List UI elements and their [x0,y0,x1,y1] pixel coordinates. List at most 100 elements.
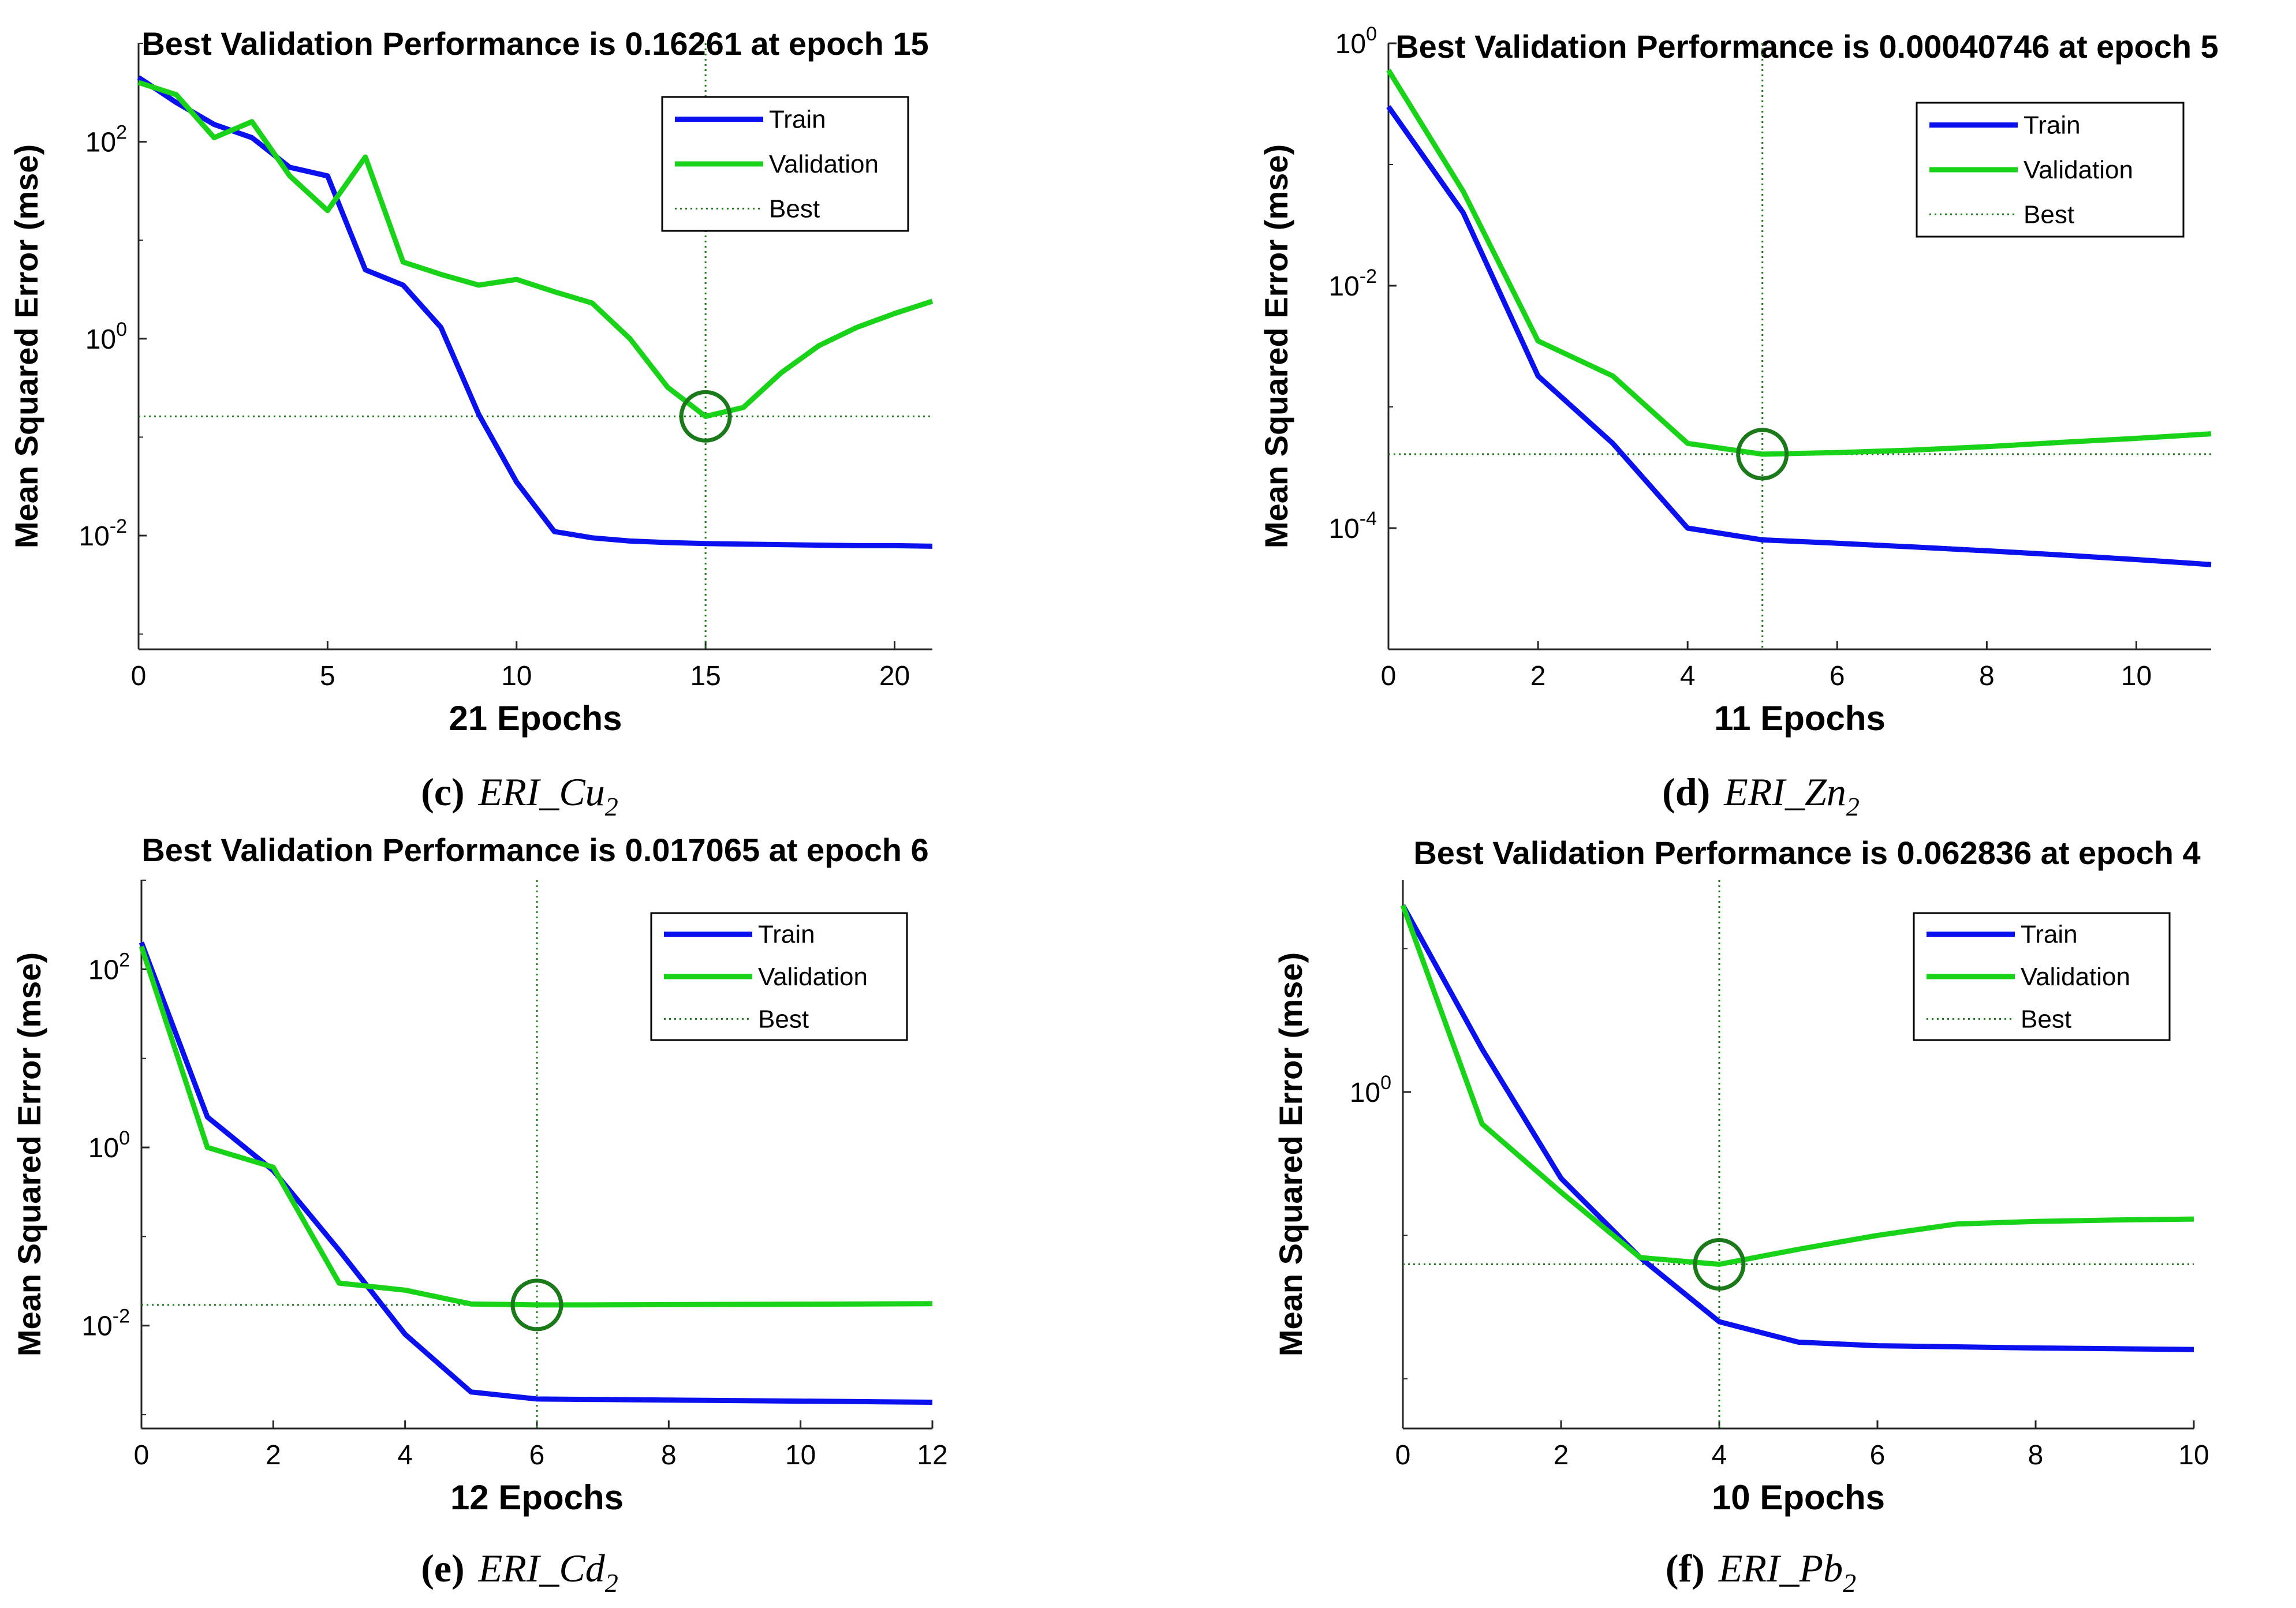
legend-entry: Train [2021,921,2078,949]
best-point-marker [1736,428,1789,481]
caption-letter: (c) [421,770,464,814]
x-tick-label: 10 [2178,1440,2209,1471]
y-tick-exponent: -4 [1360,508,1377,530]
train-series-line [1401,904,2194,1352]
y-tick-exponent: 0 [116,319,127,341]
x-tick-label: 10 [785,1440,816,1471]
legend-entry: Validation [2021,963,2130,991]
validation-series-line [139,945,933,1308]
y-tick-label: 102 [85,122,127,158]
caption-letter: (d) [1662,770,1710,814]
chart-title: Best Validation Performance is 0.16261 a… [141,25,928,62]
x-tick-label: 20 [879,661,910,691]
x-tick-label: 4 [1680,661,1696,691]
legend: Train Validation Best [650,912,908,1041]
y-tick-base: 10 [88,955,119,985]
caption-sub: 2 [605,1568,618,1598]
x-tick-label: 5 [320,661,335,691]
train-series-line [1386,105,2212,567]
x-tick-label: 6 [1870,1440,1886,1471]
y-tick-exponent: -2 [110,515,127,537]
x-tick-label: 0 [131,661,147,691]
x-tick-label: 6 [529,1440,545,1471]
best-point-marker [1693,1238,1746,1291]
y-axis-label: Mean Squared Error (mse) [1258,144,1294,548]
y-tick-base: 10 [1328,271,1359,302]
y-tick-base: 10 [1350,1078,1380,1108]
x-tick-label: 10 [501,661,532,691]
y-tick-base: 10 [85,128,116,158]
legend-entry: Best [2021,1005,2071,1033]
x-tick-label: 8 [2028,1440,2044,1471]
x-tick-label: 2 [1554,1440,1569,1471]
caption-label: ERI_Cd [478,1546,606,1590]
legend-entry: Validation [2024,156,2133,184]
x-axis-label: 10 Epochs [1712,1478,1885,1517]
x-tick-label: 2 [266,1440,281,1471]
x-tick-label: 6 [1830,661,1845,691]
caption-letter: (f) [1666,1546,1705,1590]
y-tick-exponent: 2 [119,949,130,971]
x-tick-label: 10 [2121,661,2152,691]
legend-entry: Validation [758,963,868,991]
subfigure-caption: (c) ERI_Cu2 [421,770,618,821]
x-tick-label: 0 [1381,661,1397,691]
y-tick-label: 100 [88,1127,130,1164]
y-tick-label: 100 [1335,23,1377,59]
subfigure-caption: (e) ERI_Cd2 [421,1546,618,1598]
legend-entry: Train [758,921,815,949]
x-tick-label: 12 [917,1440,947,1471]
chart-panel: Best Validation Performance is 0.062836 … [1272,835,2209,1598]
x-tick-label: 4 [397,1440,413,1471]
legend-entry: Best [758,1005,809,1033]
chart-panel: Best Validation Performance is 0.16261 a… [8,25,934,821]
best-point-marker [679,390,732,443]
x-tick-label: 4 [1712,1440,1727,1471]
x-tick-label: 2 [1530,661,1546,691]
legend-entry: Train [2024,111,2081,140]
subfigure-caption: (f) ERI_Pb2 [1666,1546,1856,1598]
chart-title: Best Validation Performance is 0.0004074… [1395,28,2219,65]
legend: Train Validation Best [1913,912,2171,1041]
y-tick-base: 10 [1335,29,1366,59]
y-tick-exponent: 0 [1366,23,1377,45]
legend-entry: Best [2024,200,2074,229]
y-tick-base: 10 [85,324,116,355]
x-tick-label: 15 [690,661,720,691]
x-tick-label: 8 [661,1440,677,1471]
y-tick-base: 10 [79,521,109,552]
y-tick-label: 10-2 [81,1306,130,1342]
y-tick-exponent: 0 [119,1127,130,1149]
x-tick-label: 0 [1395,1440,1411,1471]
caption-label: ERI_Cu [478,770,605,814]
subfigure-caption: (d) ERI_Zn2 [1662,770,1860,821]
y-axis-label: Mean Squared Error (mse) [11,952,47,1356]
chart-title: Best Validation Performance is 0.017065 … [141,832,928,868]
y-tick-base: 10 [1328,514,1359,544]
legend-entry: Validation [769,150,879,178]
y-tick-label: 10-2 [1328,265,1377,302]
caption-sub: 2 [605,792,618,821]
x-axis-label: 12 Epochs [450,1478,624,1517]
best-point-marker [510,1278,563,1332]
chart-panel: Best Validation Performance is 0.0004074… [1258,23,2219,821]
chart-title: Best Validation Performance is 0.062836 … [1413,835,2200,871]
y-tick-label: 10-2 [79,515,127,552]
y-tick-base: 10 [88,1133,119,1164]
y-tick-label: 10-4 [1328,508,1377,544]
caption-sub: 2 [1843,1568,1856,1598]
y-tick-label: 100 [85,319,127,355]
caption-label: ERI_Zn [1723,770,1846,814]
y-axis-label: Mean Squared Error (mse) [1272,952,1309,1356]
y-tick-label: 100 [1350,1072,1391,1108]
x-axis-label: 11 Epochs [1714,699,1886,738]
y-tick-exponent: -2 [113,1306,130,1327]
legend: Train Validation Best [661,96,909,232]
caption-label: ERI_Pb [1718,1546,1843,1590]
x-tick-label: 8 [1979,661,1995,691]
legend-entry: Train [769,106,826,134]
caption-sub: 2 [1846,792,1860,821]
y-tick-label: 102 [88,949,130,985]
y-tick-exponent: 0 [1380,1072,1391,1094]
